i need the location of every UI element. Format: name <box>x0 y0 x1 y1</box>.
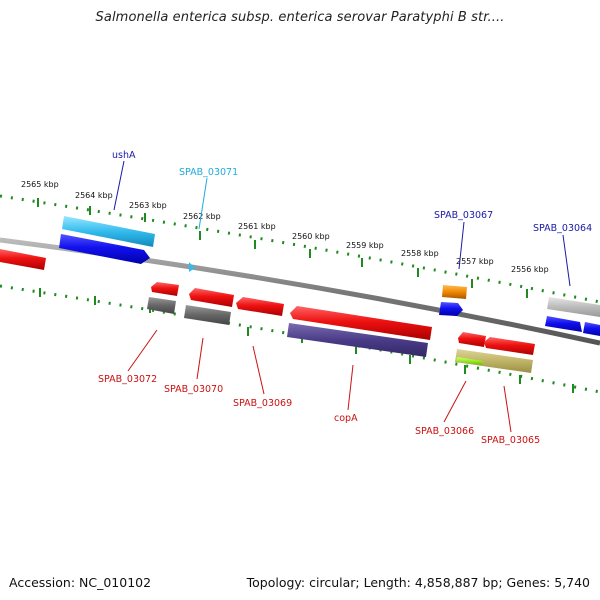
scale-label: 2556 kbp <box>511 265 549 274</box>
scale-labels: 2565 kbp 2564 kbp 2563 kbp 2562 kbp 2561… <box>21 180 549 274</box>
gene-left-edge[interactable] <box>0 249 46 270</box>
gene-spab-03070[interactable] <box>184 305 231 325</box>
gene-spab-03063[interactable] <box>583 322 600 336</box>
gene-spab-03070-red[interactable] <box>189 288 234 307</box>
gene-spab-03066-olive[interactable] <box>455 349 533 373</box>
genome-summary-text: Topology: circular; Length: 4,858,887 bp… <box>246 575 590 590</box>
gene-spab-03071[interactable] <box>189 262 195 272</box>
gene-label-spab-03065[interactable]: SPAB_03065 <box>481 435 540 446</box>
gene-spab-03065[interactable] <box>484 337 535 355</box>
scale-label: 2563 kbp <box>129 201 167 210</box>
gene-label-spab-03071[interactable]: SPAB_03071 <box>179 167 238 178</box>
gene-ushA-cyan[interactable] <box>62 216 155 247</box>
scale-label: 2560 kbp <box>292 232 330 241</box>
gene-spab-03064[interactable] <box>545 316 582 332</box>
gene-spab-03066-lime[interactable] <box>456 357 483 365</box>
gene-spab-03067-orange[interactable] <box>442 285 467 299</box>
reverse-ruler <box>0 284 600 394</box>
forward-features <box>59 216 600 336</box>
gene-label-spab-03066[interactable]: SPAB_03066 <box>415 426 474 437</box>
gene-label-spab-03067[interactable]: SPAB_03067 <box>434 210 493 221</box>
scale-label: 2562 kbp <box>183 212 221 221</box>
scale-label: 2565 kbp <box>21 180 59 189</box>
forward-ruler-ticks <box>37 198 528 298</box>
gene-label-spab-03072[interactable]: SPAB_03072 <box>98 374 157 385</box>
gene-copA-purple[interactable] <box>287 323 428 357</box>
scale-label: 2557 kbp <box>456 257 494 266</box>
accession-text: Accession: NC_010102 <box>9 575 152 590</box>
gene-label-ushA[interactable]: ushA <box>112 150 136 161</box>
gene-spab-03064-gray[interactable] <box>547 297 600 317</box>
gene-copA[interactable] <box>290 306 432 340</box>
gene-spab-03067[interactable] <box>439 302 463 316</box>
gene-labels: ushA SPAB_03071 SPAB_03067 SPAB_03064 SP… <box>98 150 592 446</box>
gene-label-spab-03064[interactable]: SPAB_03064 <box>533 223 592 234</box>
gene-spab-03072[interactable] <box>151 282 179 296</box>
gene-spab-03069[interactable] <box>236 297 284 316</box>
scale-label: 2559 kbp <box>346 241 384 250</box>
scale-label: 2561 kbp <box>238 222 276 231</box>
gene-spab-03066[interactable] <box>458 332 486 347</box>
leader-lines <box>113 160 571 433</box>
scale-label: 2558 kbp <box>401 249 439 258</box>
gene-label-copa[interactable]: copA <box>334 413 358 424</box>
scale-label: 2564 kbp <box>75 191 113 200</box>
gene-spab-03072-gray[interactable] <box>147 297 176 314</box>
gene-label-spab-03070[interactable]: SPAB_03070 <box>164 384 223 395</box>
genome-title: Salmonella enterica subsp. enterica sero… <box>95 10 505 25</box>
gene-label-spab-03069[interactable]: SPAB_03069 <box>233 398 292 409</box>
reverse-features <box>0 249 535 373</box>
gene-ushA[interactable] <box>59 234 150 264</box>
